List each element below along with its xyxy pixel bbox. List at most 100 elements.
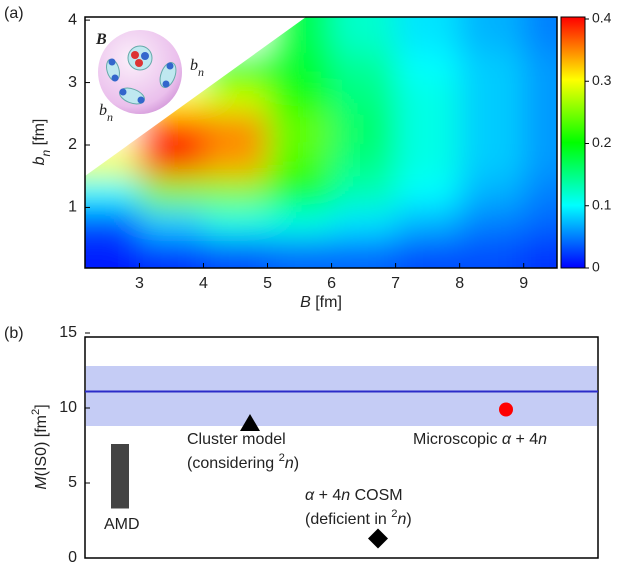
- heat-cell: [523, 176, 557, 208]
- text-part: Microscopic: [413, 431, 502, 448]
- text-part: ]: [33, 404, 50, 408]
- text-part: b: [31, 156, 48, 165]
- text-part: + 4: [314, 487, 341, 504]
- heat-cell: [203, 113, 269, 146]
- text-part: n: [341, 487, 350, 504]
- heat-cell: [331, 207, 397, 240]
- text-part: ): [406, 511, 411, 528]
- item-label: Microscopic α + 4n: [413, 431, 547, 448]
- heat-cell: [203, 207, 269, 240]
- annotation: bn: [190, 57, 204, 79]
- y-tick-label: 3: [68, 74, 77, 91]
- text-part: ): [294, 455, 299, 472]
- heat-cell: [395, 144, 461, 177]
- text-part: Cluster model: [187, 431, 286, 448]
- text-part: AMD: [104, 516, 140, 533]
- heat-cell: [267, 144, 333, 177]
- y-tick-label: 10: [59, 399, 77, 416]
- heat-cell: [459, 207, 525, 240]
- y-tick-label: 0: [68, 549, 77, 565]
- text-part: COSM: [350, 487, 402, 504]
- heat-cell: [459, 17, 525, 52]
- heat-cell: [523, 51, 557, 84]
- heat-cell: [331, 51, 397, 84]
- heat-cell: [267, 51, 333, 84]
- x-tick-label: 5: [263, 275, 272, 292]
- heat-cell: [523, 113, 557, 146]
- y-tick-label: 5: [68, 474, 77, 491]
- heat-cell: [523, 82, 557, 115]
- heat-cell: [523, 238, 557, 268]
- text-part: + 4: [511, 431, 538, 448]
- marker: [499, 402, 513, 417]
- annotation: bn: [99, 102, 113, 124]
- heat-cell: [85, 238, 140, 268]
- heat-cell: [395, 51, 461, 84]
- text-part: (IS0) [fm: [33, 415, 50, 476]
- y-tick-label: 15: [59, 324, 77, 341]
- heat-cell: [203, 144, 269, 177]
- marker: [368, 528, 388, 549]
- text-part: [fm]: [31, 119, 48, 150]
- heat-cell: [523, 17, 557, 52]
- text-part: n: [285, 455, 294, 472]
- heat-cell: [203, 176, 269, 208]
- text-part: B: [95, 31, 107, 48]
- x-tick-label: 4: [199, 275, 208, 292]
- y-tick-label: 1: [68, 199, 77, 216]
- item-label: (deficient in 2n): [305, 508, 412, 528]
- plot-frame-b: [84, 336, 599, 559]
- heat-cell: [331, 113, 397, 146]
- heat-cell: [203, 238, 269, 268]
- heat-cell: [395, 207, 461, 240]
- colorbar-tick-label: 0.1: [592, 196, 612, 212]
- heat-cell: [459, 176, 525, 208]
- text-part: 2: [391, 508, 397, 520]
- heat-cell: [395, 82, 461, 115]
- heat-cell: [459, 238, 525, 268]
- text-part: 2: [279, 452, 285, 464]
- inset-illustration: [98, 30, 182, 114]
- heat-cell: [267, 207, 333, 240]
- text-part: n: [538, 431, 547, 448]
- text-part: n: [39, 149, 53, 156]
- panel-label: (b): [4, 325, 24, 342]
- heat-cell: [203, 82, 269, 115]
- text-part: n: [398, 511, 407, 528]
- x-tick-label: 9: [519, 275, 528, 292]
- item-label: Cluster model: [187, 431, 286, 448]
- colorbar-tick-label: 0.3: [592, 72, 612, 88]
- heat-cell: [331, 238, 397, 268]
- x-tick-label: 3: [135, 275, 144, 292]
- heat-cell: [395, 238, 461, 268]
- heat-cell: [395, 17, 461, 52]
- heat-cell: [267, 113, 333, 146]
- colorbar: [560, 16, 586, 269]
- heat-cell: [459, 82, 525, 115]
- marker: [240, 414, 260, 431]
- range-bar: [111, 444, 129, 509]
- text-part: α: [305, 487, 315, 504]
- panel-label: (a): [4, 5, 24, 22]
- heat-cell: [267, 82, 333, 115]
- text-part: n: [107, 110, 113, 124]
- heat-cell: [459, 51, 525, 84]
- heat-cell: [331, 82, 397, 115]
- y-axis-label: bn [fm]: [31, 119, 53, 166]
- item-label: α + 4n COSM: [305, 487, 403, 504]
- heat-cell: [331, 17, 397, 52]
- item-label: AMD: [104, 516, 140, 533]
- heat-cell: [523, 207, 557, 240]
- x-tick-label: 7: [391, 275, 400, 292]
- heat-cell: [139, 207, 204, 240]
- text-part: (considering: [187, 455, 279, 472]
- text-part: (deficient in: [305, 511, 391, 528]
- text-part: b: [99, 102, 107, 119]
- heat-cell: [395, 113, 461, 146]
- annotation: B: [95, 31, 107, 48]
- y-axis-label: M(IS0) [fm2]: [30, 404, 50, 489]
- item-label: (considering 2n): [187, 452, 299, 472]
- x-tick-label: 8: [455, 275, 464, 292]
- text-part: n: [198, 65, 204, 79]
- heat-cell: [139, 176, 204, 208]
